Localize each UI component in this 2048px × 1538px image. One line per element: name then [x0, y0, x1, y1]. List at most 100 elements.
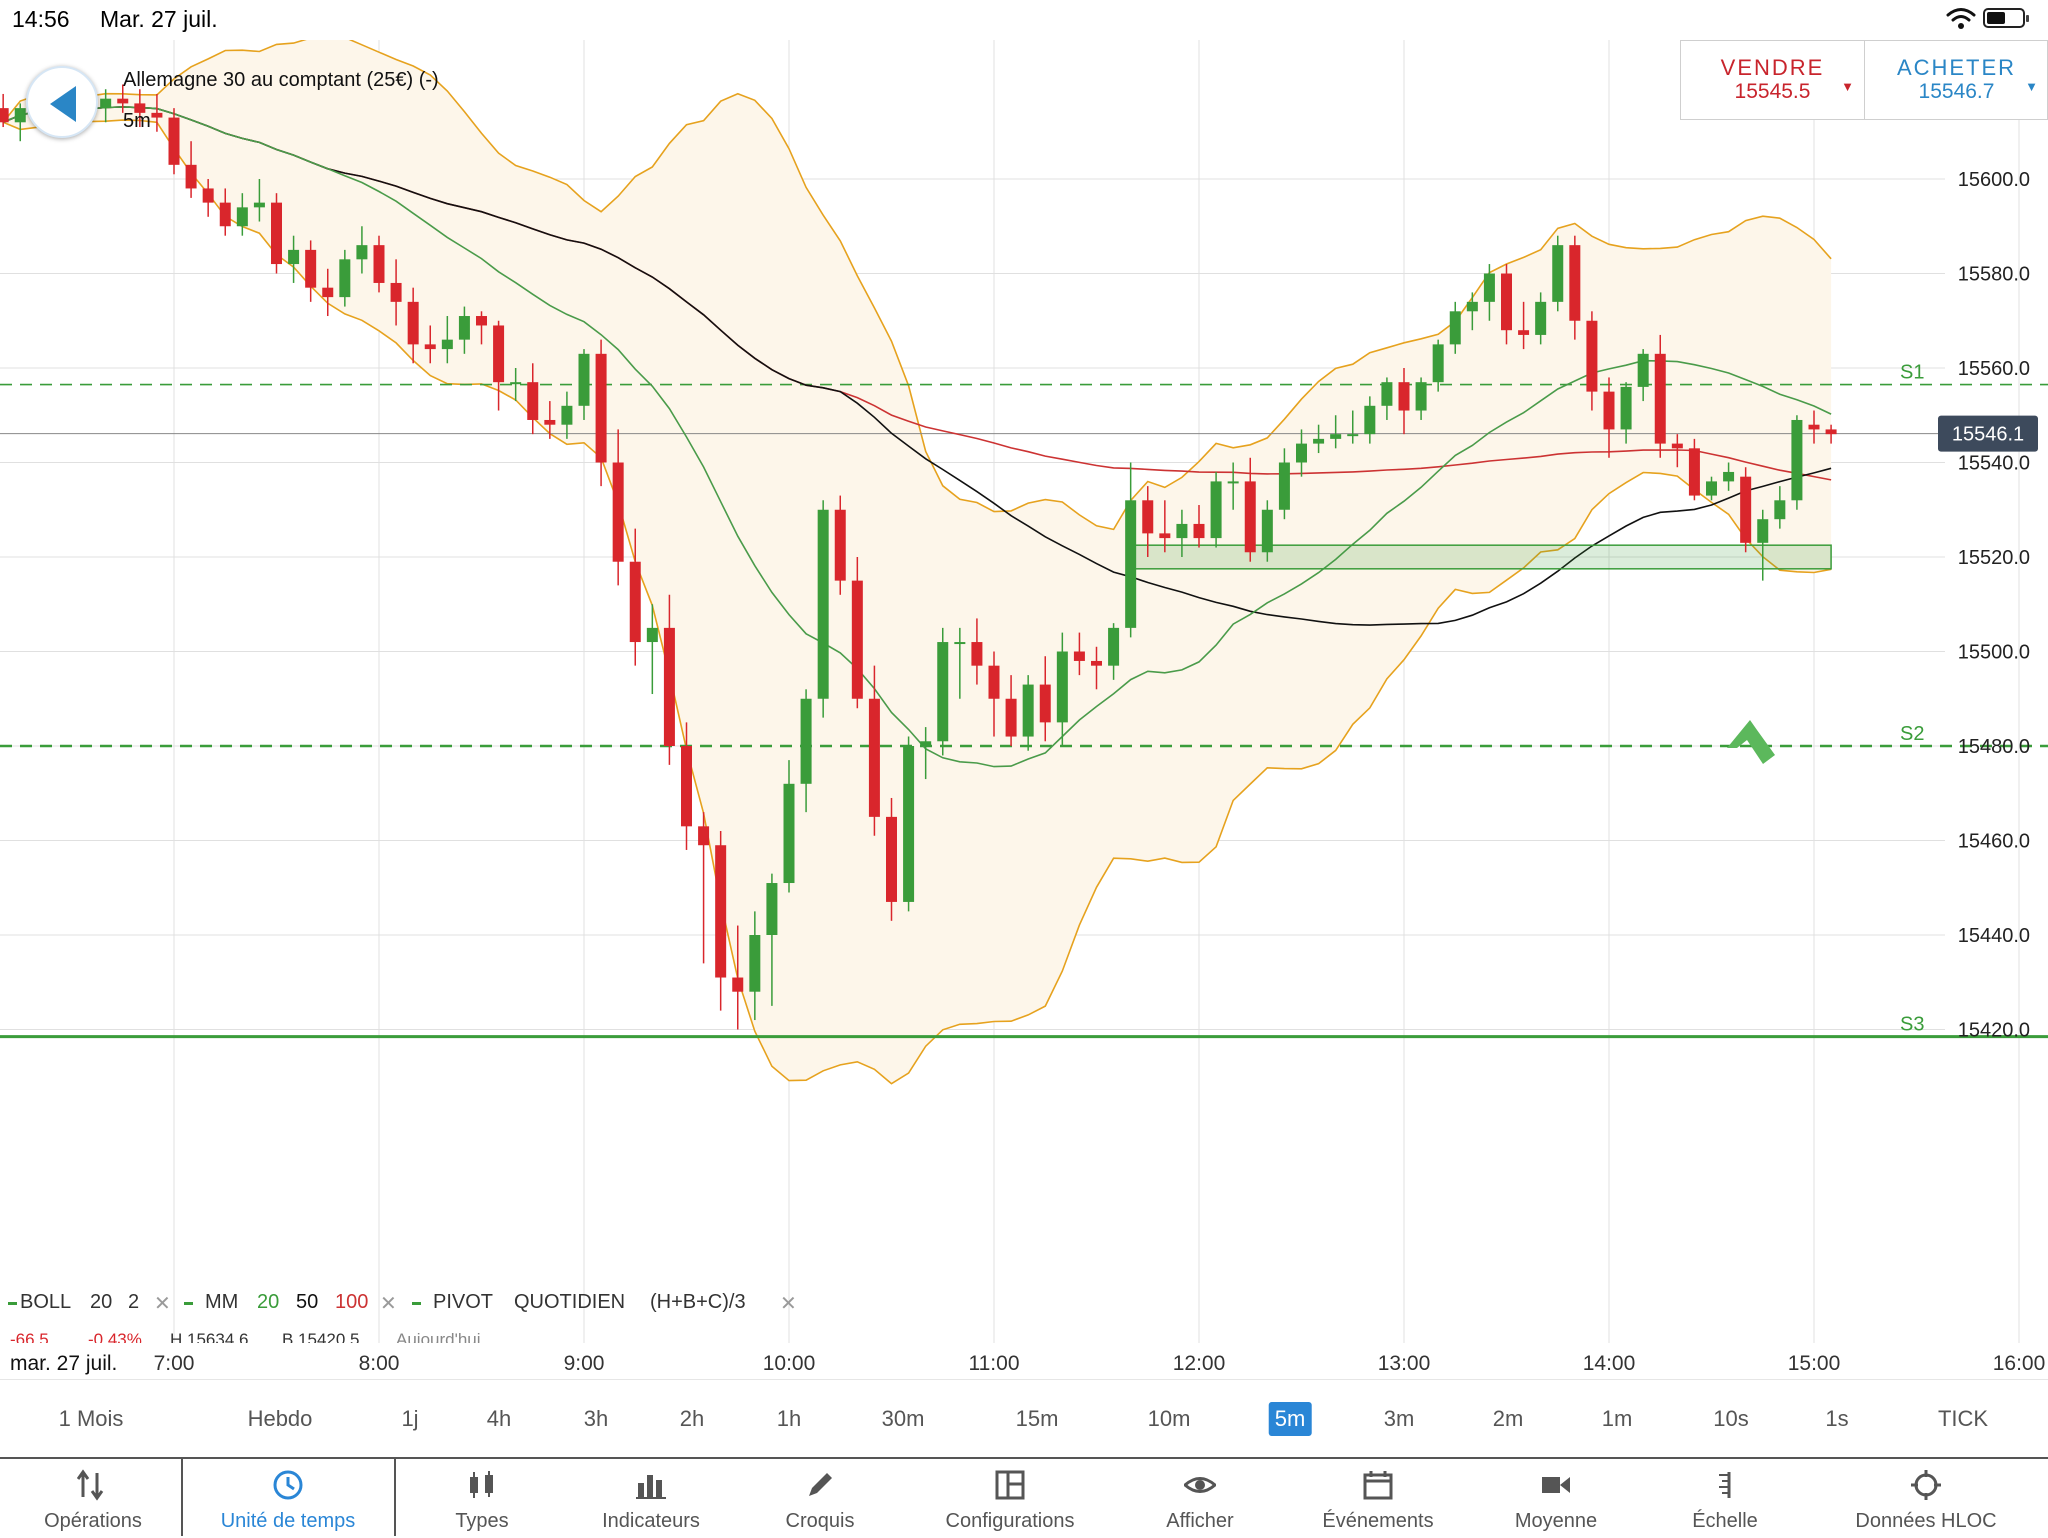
candle: [1449, 301, 1461, 354]
candle-body: [544, 419, 556, 425]
toolbar-eye-button[interactable]: Afficher: [1115, 1459, 1285, 1538]
boll-remove-icon[interactable]: ✕: [154, 1293, 171, 1315]
candle: [1620, 382, 1632, 444]
candle-body: [100, 98, 112, 109]
sell-direction-icon: ▼: [1841, 79, 1854, 94]
candle: [1193, 505, 1205, 548]
toolbar-arrows-updown-button[interactable]: Opérations: [8, 1459, 178, 1538]
candle: [1825, 424, 1837, 444]
candle-body: [168, 117, 180, 165]
annotation-arrow-icon: [1727, 720, 1775, 764]
toolbar-candles-button[interactable]: Types: [397, 1459, 567, 1538]
candle: [612, 429, 624, 586]
timeframe-10s[interactable]: 10s: [1713, 1406, 1749, 1431]
x-tick-label: 9:00: [564, 1352, 605, 1375]
toolbar-label: Types: [455, 1510, 509, 1532]
back-button[interactable]: [26, 66, 98, 138]
candle-body: [903, 746, 915, 902]
candle: [886, 797, 897, 921]
support-zone: [1129, 544, 1832, 570]
timeframe-15m[interactable]: 15m: [1015, 1406, 1059, 1431]
pivot-type: QUOTIDIEN: [514, 1291, 626, 1313]
candle-body: [407, 301, 419, 345]
candle: [1108, 623, 1120, 680]
instrument-name: Allemagne 30 au comptant (25€) (-): [123, 69, 439, 91]
timeframe-hebdo[interactable]: Hebdo: [247, 1406, 313, 1431]
candle-body: [1757, 519, 1769, 543]
candle-body: [476, 316, 487, 326]
candle: [681, 722, 692, 850]
timeframe-30m[interactable]: 30m: [881, 1406, 925, 1431]
pivot-remove-icon[interactable]: ✕: [780, 1293, 797, 1315]
price-chart[interactable]: S1 S2 S3 15420.0 15440.0 15460.0 15480.0 15500…: [0, 40, 2048, 1379]
timeframe-1j[interactable]: 1j: [401, 1406, 419, 1431]
buy-price: 15546.7: [1918, 80, 1995, 103]
timeframe-2m[interactable]: 2m: [1492, 1406, 1524, 1431]
toolbar-label: Échelle: [1692, 1510, 1758, 1532]
timeframe-5m[interactable]: 5m: [1268, 1402, 1312, 1436]
candle-body: [1056, 651, 1068, 723]
timeframe-1h[interactable]: 1h: [776, 1406, 802, 1431]
mm-remove-icon[interactable]: ✕: [380, 1293, 397, 1315]
timeframe-1-mois[interactable]: 1 Mois: [58, 1406, 124, 1431]
candle-body: [390, 282, 402, 302]
candle: [1706, 476, 1717, 501]
candle-body: [1586, 320, 1598, 392]
candle-body: [1466, 301, 1478, 312]
candle-body: [1347, 434, 1359, 437]
y-tick-label: 15520.0: [1958, 547, 2030, 569]
buy-button[interactable]: ACHETER 15546.7 ▼: [1865, 41, 2048, 119]
toolbar-pencil-button[interactable]: Croquis: [735, 1459, 905, 1538]
candle: [766, 873, 778, 1006]
toolbar-bar-chart-button[interactable]: Indicateurs: [566, 1459, 736, 1538]
candle-body: [1022, 684, 1034, 737]
candle-body: [681, 746, 692, 827]
candle: [1381, 377, 1393, 420]
stats-change-pct: -0.43%: [88, 1330, 142, 1343]
toolbar-calendar-button[interactable]: Événements: [1293, 1459, 1463, 1538]
candle: [1552, 235, 1564, 312]
candle: [1654, 334, 1666, 458]
candle: [1296, 429, 1307, 477]
toolbar-clock-button[interactable]: Unité de temps: [203, 1459, 373, 1538]
candle-body: [800, 698, 812, 784]
candle: [1501, 264, 1512, 345]
y-tick-label: 15420.0: [1958, 1020, 2030, 1042]
camera-icon: [1540, 1469, 1572, 1506]
candle-body: [629, 561, 641, 643]
sell-button[interactable]: VENDRE 15545.5 ▼: [1681, 41, 1865, 119]
timeframe-3h[interactable]: 3h: [583, 1406, 609, 1431]
candle-body: [14, 108, 26, 123]
candle-body: [458, 316, 470, 340]
toolbar-scale-button[interactable]: Échelle: [1640, 1459, 1810, 1538]
toolbar-crosshair-button[interactable]: Données HLOC: [1841, 1459, 2011, 1538]
candle-body: [253, 202, 265, 208]
candle-body: [1261, 509, 1273, 553]
candle-body: [1364, 405, 1376, 435]
candle-body: [1671, 443, 1683, 449]
toolbar-label: Opérations: [44, 1510, 142, 1532]
candle: [0, 93, 9, 128]
candle: [851, 557, 863, 709]
toolbar-camera-button[interactable]: Moyenne: [1471, 1459, 1641, 1538]
candle: [1244, 457, 1256, 562]
candle: [1415, 377, 1427, 420]
timeframe-2h[interactable]: 2h: [679, 1406, 705, 1431]
candle: [373, 235, 385, 293]
timeframe-tick[interactable]: TICK: [1937, 1406, 1989, 1431]
x-tick-label: 10:00: [763, 1352, 816, 1375]
candle: [732, 925, 744, 1030]
timeframe-4h[interactable]: 4h: [486, 1406, 512, 1431]
timeframe-10m[interactable]: 10m: [1147, 1406, 1191, 1431]
timeframe-3m[interactable]: 3m: [1383, 1406, 1415, 1431]
toolbar-layout-button[interactable]: Configurations: [925, 1459, 1095, 1538]
candle-body: [1449, 311, 1461, 345]
candle-body: [134, 103, 146, 113]
candle-body: [151, 112, 163, 118]
arrows-updown-icon: [76, 1469, 109, 1506]
timeframe-1s[interactable]: 1s: [1825, 1406, 1849, 1431]
candle-body: [1227, 481, 1239, 484]
price-stats: -66.5 -0.43% H 15634.6 B 15420.5 Aujourd…: [10, 1330, 530, 1343]
timeframe-1m[interactable]: 1m: [1601, 1406, 1633, 1431]
candle: [1278, 448, 1290, 520]
